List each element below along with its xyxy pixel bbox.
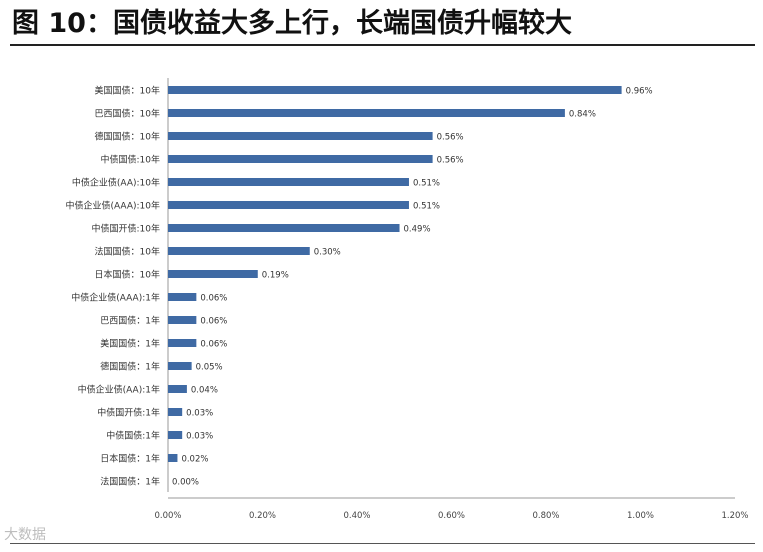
category-label: 中债国债:1年 [106, 430, 160, 442]
x-tick-label: 1.00% [627, 511, 654, 521]
bar [168, 178, 409, 186]
category-label: 中债企业债(AAA):1年 [71, 292, 160, 304]
title-divider [10, 44, 755, 46]
page-title: 图 10：国债收益大多上行，长端国债升幅较大 [12, 8, 572, 39]
bar [168, 362, 192, 370]
value-label: 0.03% [186, 409, 213, 419]
category-label: 中债国开债:10年 [92, 223, 161, 235]
category-label: 法国国债：1年 [100, 476, 160, 488]
value-label: 0.06% [200, 294, 227, 304]
value-label: 0.96% [626, 87, 653, 97]
value-label: 0.56% [437, 156, 464, 166]
value-label: 0.30% [314, 248, 341, 258]
category-label: 中债国开债:1年 [97, 407, 160, 419]
bar [168, 201, 409, 209]
value-label: 0.06% [200, 317, 227, 327]
value-label: 0.05% [196, 363, 223, 373]
value-label: 0.19% [262, 271, 289, 281]
x-tick-label: 0.00% [154, 511, 181, 521]
bar [168, 339, 197, 347]
bar [168, 132, 433, 140]
x-tick-label: 0.40% [343, 511, 370, 521]
category-label: 巴西国债：1年 [100, 315, 160, 327]
watermark: 大数据 [4, 527, 46, 543]
x-tick-label: 0.60% [438, 511, 465, 521]
bar [168, 454, 178, 462]
value-label: 0.51% [413, 202, 440, 212]
bottom-divider [10, 543, 755, 544]
value-label: 0.02% [181, 455, 208, 465]
category-label: 巴西国债：10年 [95, 108, 160, 120]
category-label: 美国国债：10年 [95, 85, 160, 97]
bar [168, 408, 183, 416]
category-label: 法国国债：10年 [95, 246, 160, 258]
category-label: 日本国债：10年 [95, 269, 160, 281]
category-label: 德国国债：1年 [100, 361, 160, 373]
value-label: 0.51% [413, 179, 440, 189]
value-label: 0.84% [569, 110, 596, 120]
bar [168, 247, 310, 255]
x-tick-label: 1.20% [721, 511, 748, 521]
category-label: 中债企业债(AA):1年 [78, 384, 160, 396]
bar [168, 293, 197, 301]
bar [168, 109, 565, 117]
value-label: 0.00% [172, 478, 199, 488]
category-label: 日本国债：1年 [100, 453, 160, 465]
bar [168, 270, 258, 278]
value-label: 0.06% [200, 340, 227, 350]
bar [168, 385, 187, 393]
bar [168, 155, 433, 163]
value-label: 0.04% [191, 386, 218, 396]
value-label: 0.56% [437, 133, 464, 143]
category-label: 德国国债：10年 [95, 131, 160, 143]
bar [168, 86, 622, 94]
x-tick-label: 0.80% [532, 511, 559, 521]
value-label: 0.03% [186, 432, 213, 442]
x-tick-label: 0.20% [249, 511, 276, 521]
bar [168, 431, 183, 439]
category-label: 美国国债：1年 [100, 338, 160, 350]
category-label: 中债国债:10年 [101, 154, 161, 166]
bar [168, 224, 400, 232]
value-label: 0.49% [404, 225, 431, 235]
category-label: 中债企业债(AA):10年 [72, 177, 160, 189]
category-label: 中债企业债(AAA):10年 [66, 200, 160, 212]
bar [168, 316, 197, 324]
